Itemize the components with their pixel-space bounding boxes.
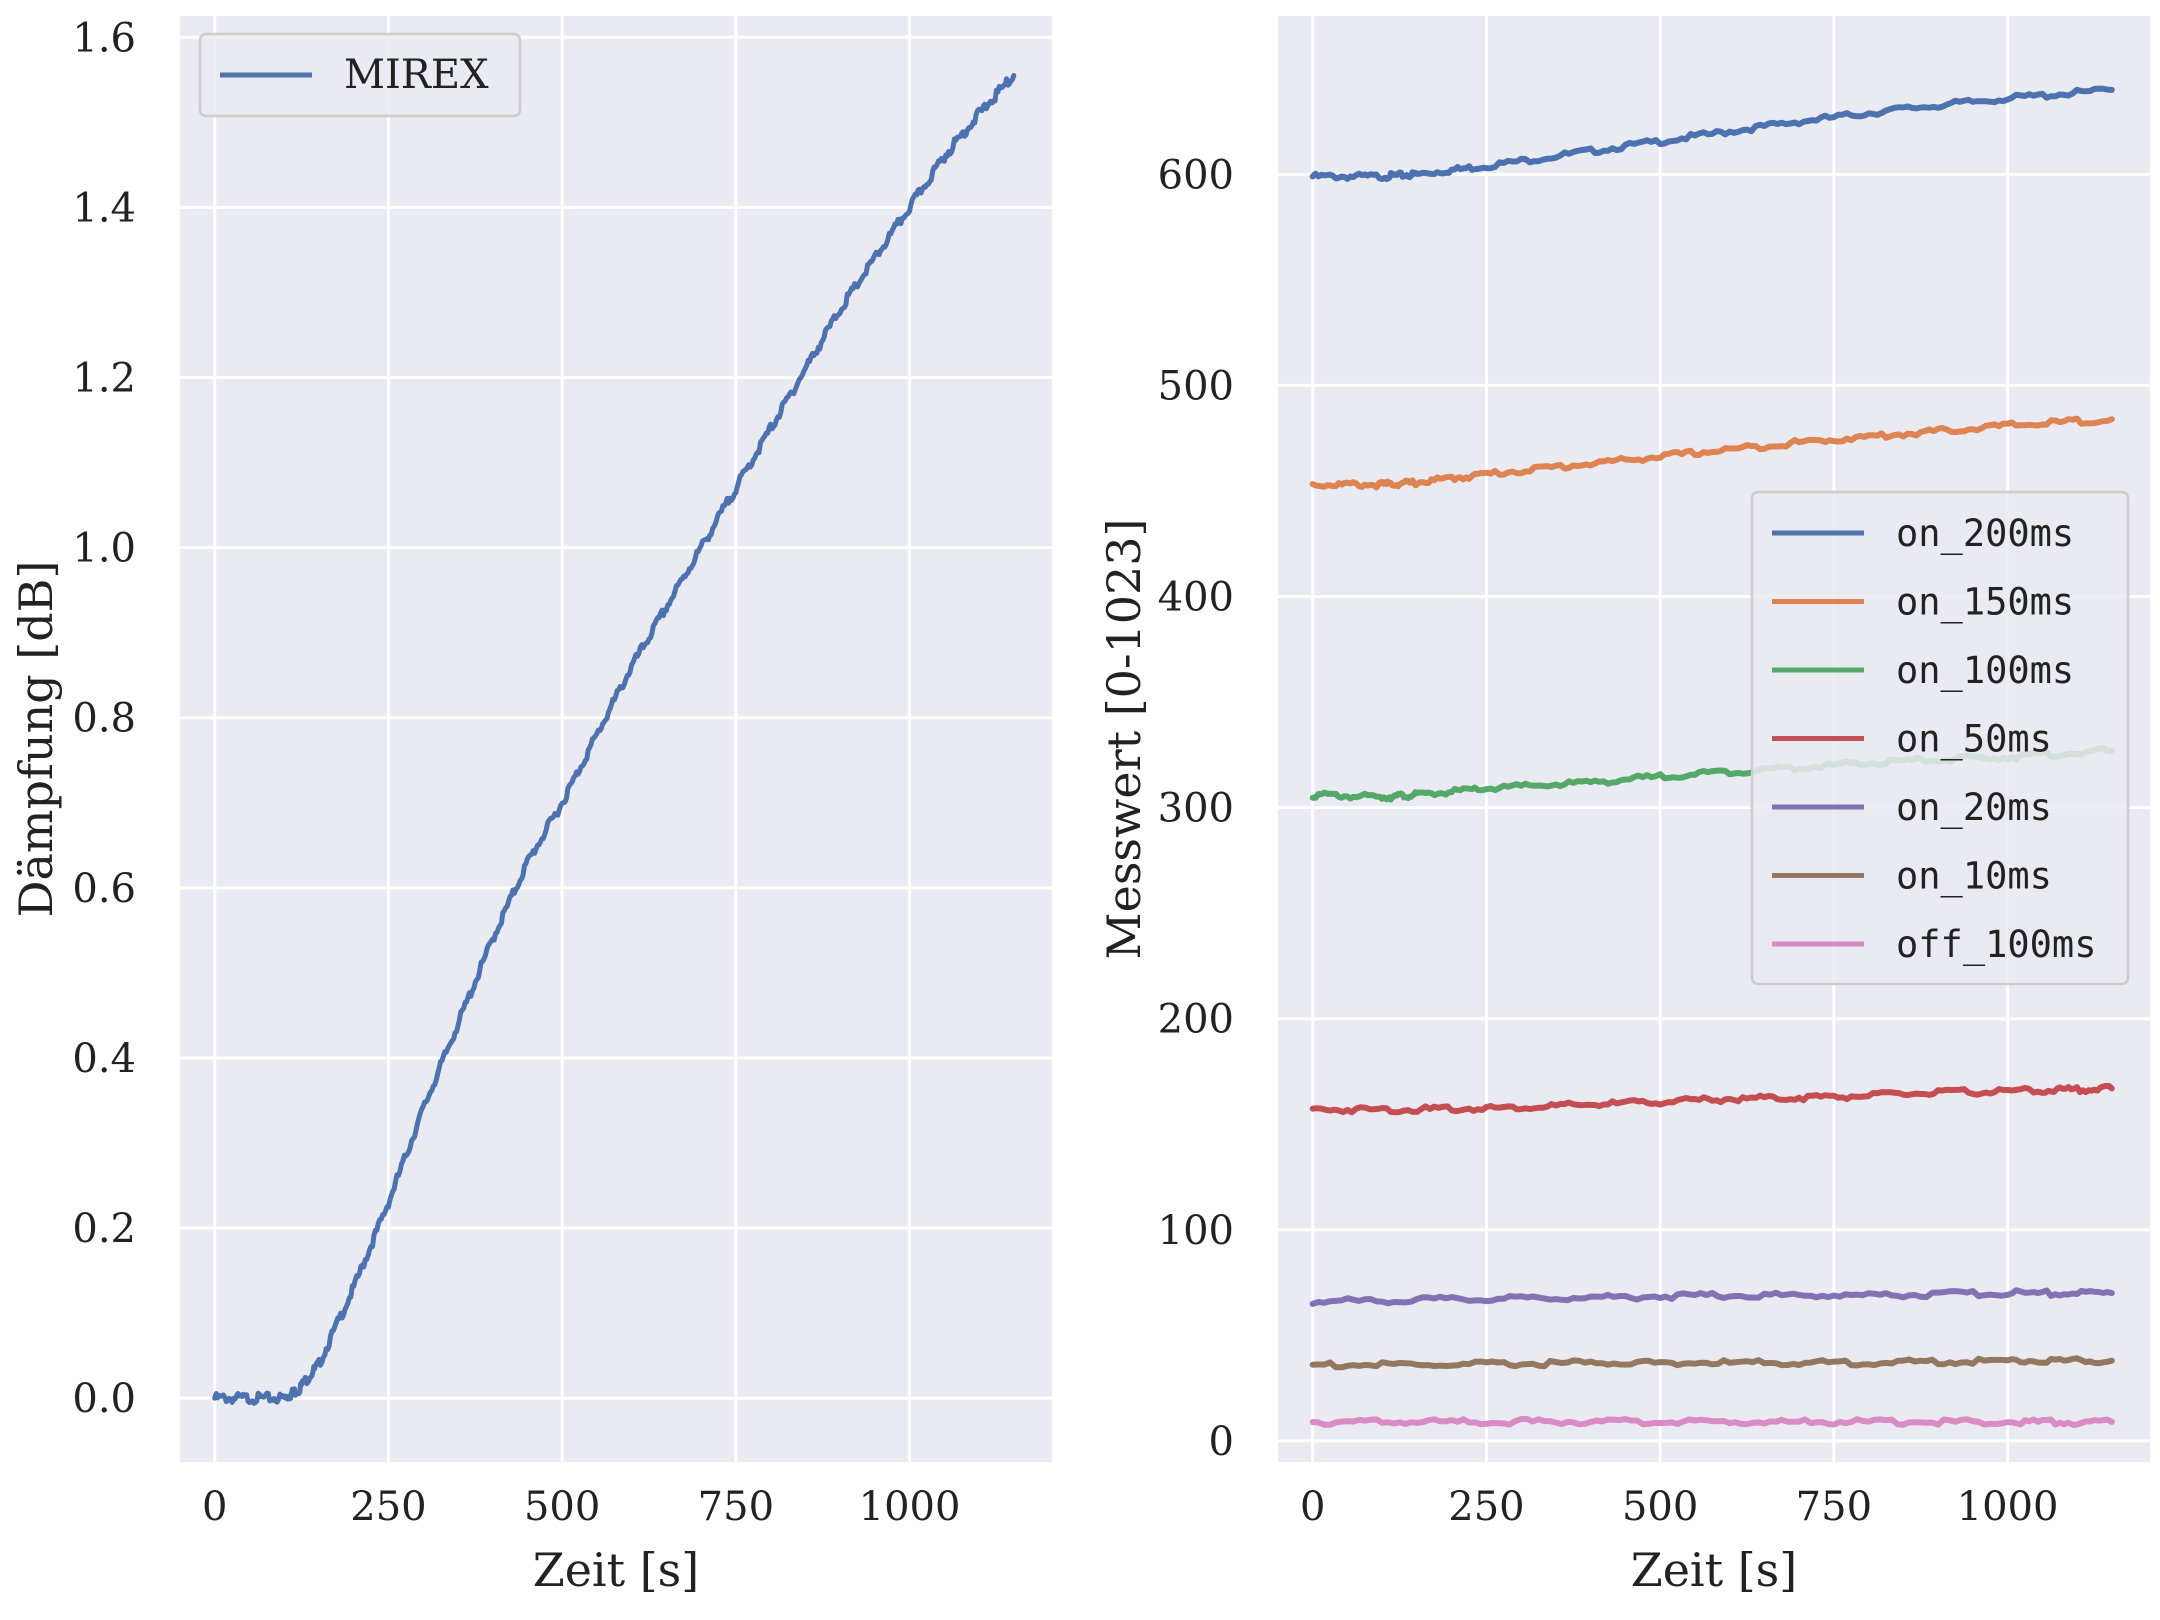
series-line-on-150ms: [1309, 415, 2115, 491]
series-line-on-200ms: [1309, 85, 2115, 183]
legend-label-on-200ms: on_200ms: [1896, 512, 2074, 556]
x-tick-label: 250: [350, 1484, 426, 1530]
series-line-on-10ms: [1309, 1355, 2115, 1371]
y-tick-label: 600: [1158, 152, 1234, 198]
y-tick-labels-right: 0 100 200 300 400 500 600: [1158, 152, 1234, 1465]
series-line-on-50ms: [1309, 1082, 2115, 1116]
x-tick-label: 1000: [1957, 1484, 2059, 1530]
y-tick-label: 1.4: [72, 185, 136, 231]
legend-label-on-10ms: on_10ms: [1896, 855, 2052, 899]
legend-left: MIREX: [198, 32, 522, 118]
y-tick-label: 300: [1158, 786, 1234, 832]
legend-label-off-100ms: off_100ms: [1896, 923, 2096, 967]
y-tick-label: 0.4: [72, 1036, 136, 1082]
x-tick-label: 1000: [859, 1484, 961, 1530]
grid-left: [180, 16, 1052, 1462]
x-tick-label: 750: [1796, 1484, 1872, 1530]
x-tick-label: 500: [1622, 1484, 1698, 1530]
x-tick-labels-left: 0 250 500 750 1000: [202, 1484, 960, 1530]
legend-right: on_200ms on_150ms on_100ms on_50ms on_20mson…: [1750, 490, 2130, 986]
legend-label-on-100ms: on_100ms: [1896, 649, 2074, 693]
legend-frame: [1750, 490, 2130, 986]
legend-label-on-20ms: on_20ms: [1896, 786, 2052, 830]
y-tick-label: 1.6: [72, 15, 136, 61]
y-tick-label: 0: [1209, 1419, 1234, 1465]
plot-area-left: [180, 16, 1052, 1462]
x-tick-label: 0: [202, 1484, 227, 1530]
y-tick-label: 1.0: [72, 526, 136, 572]
x-tick-label: 250: [1448, 1484, 1524, 1530]
y-axis-label-right: Messwert [0-1023]: [1097, 519, 1151, 960]
x-tick-label: 0: [1300, 1484, 1325, 1530]
x-tick-label: 500: [524, 1484, 600, 1530]
x-axis-label-right: Zeit [s]: [1631, 1543, 1798, 1597]
y-tick-label: 1.2: [72, 356, 136, 402]
chart-left: 0 250 500 750 1000 0.0 0.2 0.4 0.6 0.8 1.0 1.2 1.4 1…: [9, 15, 1052, 1597]
y-tick-label: 0.0: [72, 1376, 136, 1422]
y-tick-label: 0.2: [72, 1206, 136, 1252]
legend-label-on-50ms: on_50ms: [1896, 718, 2052, 762]
y-tick-labels-left: 0.0 0.2 0.4 0.6 0.8 1.0 1.2 1.4 1.6: [72, 15, 136, 1422]
legend-label-mirex: MIREX: [344, 52, 489, 98]
series-line-mirex: [212, 73, 1017, 1406]
x-tick-labels-right: 0 250 500 750 1000: [1300, 1484, 2058, 1530]
legend-label-on-150ms: on_150ms: [1896, 581, 2074, 625]
y-tick-label: 0.6: [72, 866, 136, 912]
y-tick-label: 200: [1158, 997, 1234, 1043]
chart-right: 0 250 500 750 1000 0 100 200 300 400 500 600 Zeit …: [1097, 16, 2150, 1597]
y-tick-label: 400: [1158, 575, 1234, 621]
y-axis-label-left: Dämpfung [dB]: [9, 561, 63, 918]
y-tick-label: 500: [1158, 363, 1234, 409]
series-line-on-20ms: [1309, 1287, 2115, 1307]
x-axis-label-left: Zeit [s]: [533, 1543, 700, 1597]
x-tick-label: 750: [698, 1484, 774, 1530]
series-layer-left: [212, 73, 1017, 1406]
series-line-off-100ms: [1309, 1416, 2115, 1428]
legend-frame: [198, 32, 522, 118]
y-tick-label: 100: [1158, 1208, 1234, 1254]
series-layer-right: [1309, 85, 2115, 1428]
y-tick-label: 0.8: [72, 696, 136, 742]
